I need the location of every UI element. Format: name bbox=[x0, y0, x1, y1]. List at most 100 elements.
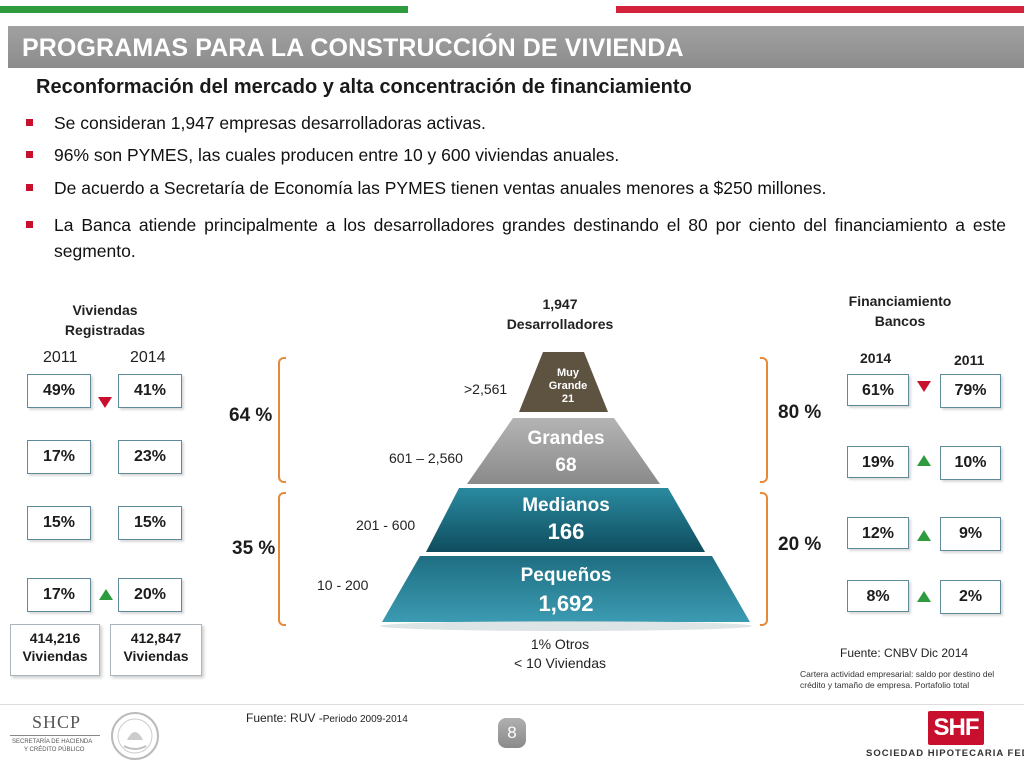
financiamiento-2011-value: 2% bbox=[940, 580, 1001, 614]
left-bottom-percentage: 35 % bbox=[232, 538, 276, 559]
financiamiento-title-line2: Bancos bbox=[874, 313, 926, 329]
viviendas-2011-value: 15% bbox=[27, 506, 91, 540]
financiamiento-2014-value: 61% bbox=[847, 374, 909, 406]
trend-down-icon bbox=[98, 397, 112, 408]
financiamiento-title-line1: Financiamiento bbox=[848, 293, 952, 309]
shf-logo: SHF bbox=[928, 711, 984, 745]
left-bottom-bracket bbox=[278, 492, 286, 626]
level-name: Grandes bbox=[527, 428, 605, 449]
financiamiento-2014-value: 19% bbox=[847, 446, 909, 478]
pyramid-shadow bbox=[380, 621, 752, 631]
mexico-seal-icon bbox=[111, 712, 159, 760]
financiamiento-source: Fuente: CNBV Dic 2014 bbox=[840, 646, 969, 660]
source-prefix: Fuente: RUV - bbox=[246, 711, 323, 725]
viviendas-year-b: 2014 bbox=[130, 349, 166, 366]
right-top-bracket bbox=[760, 357, 768, 483]
bullet-square-icon bbox=[26, 221, 33, 228]
right-bottom-bracket bbox=[760, 492, 768, 626]
footer-divider bbox=[0, 704, 1024, 705]
viviendas-2014-value: 15% bbox=[118, 506, 182, 540]
subtitle: Reconformación del mercado y alta concen… bbox=[36, 76, 692, 98]
viviendas-total-2014: 412,847 Viviendas bbox=[110, 624, 202, 676]
bullet-text: La Banca atiende principalmente a los de… bbox=[54, 215, 1006, 261]
page-title: PROGRAMAS PARA LA CONSTRUCCIÓN DE VIVIEN… bbox=[22, 34, 684, 62]
pyramid-title: 1,947 Desarrolladores bbox=[490, 294, 630, 334]
level-name: Medianos bbox=[522, 495, 610, 516]
financiamiento-2011-value: 79% bbox=[940, 374, 1001, 408]
viviendas-title-line2: Registradas bbox=[64, 322, 146, 338]
trend-up-icon bbox=[917, 530, 931, 541]
range-muy-grande: >2,561 bbox=[464, 381, 508, 397]
pyramid-level-grandes bbox=[467, 418, 660, 484]
pyramid-label-pequenos: Pequeños 1,692 bbox=[501, 562, 631, 618]
pyramid-label-muy-grande: Muy Grande 21 bbox=[543, 367, 593, 406]
trend-up-icon bbox=[99, 589, 113, 600]
pyramid-label-grandes: Grandes 68 bbox=[516, 425, 616, 479]
bullet-text: 96% son PYMES, las cuales producen entre… bbox=[54, 145, 620, 165]
source-period: Periodo 2009-2014 bbox=[322, 714, 408, 725]
viviendas-2011-value: 17% bbox=[27, 578, 91, 612]
viviendas-year-a: 2011 bbox=[43, 349, 78, 366]
trend-down-icon bbox=[917, 381, 931, 392]
right-bottom-percentage: 20 % bbox=[778, 534, 822, 555]
shcp-logo: SHCP SECRETARÍA DE HACIENDA Y CRÉDITO PÚ… bbox=[10, 712, 100, 754]
range-medianos: 201 - 600 bbox=[356, 517, 416, 533]
financiamiento-2014-value: 12% bbox=[847, 517, 909, 549]
financiamiento-2011-value: 10% bbox=[940, 446, 1001, 480]
financiamiento-year-a: 2014 bbox=[860, 350, 892, 366]
level-count: 68 bbox=[555, 455, 577, 476]
bullet-square-icon bbox=[26, 119, 33, 126]
pyramid-footer-line1: 1% Otros bbox=[530, 636, 590, 652]
level-count: 166 bbox=[547, 519, 585, 544]
viviendas-total-2011: 414,216 Viviendas bbox=[10, 624, 100, 676]
financiamiento-2014-value: 8% bbox=[847, 580, 909, 612]
total-label: Viviendas bbox=[123, 648, 189, 664]
bullet-item: 96% son PYMES, las cuales producen entre… bbox=[26, 142, 1006, 168]
page-number-badge: 8 bbox=[498, 718, 526, 748]
shcp-rule bbox=[10, 735, 100, 736]
total-number: 414,216 bbox=[29, 630, 81, 646]
pyramid-title-line2: Desarrolladores bbox=[506, 316, 614, 332]
viviendas-2011-value: 17% bbox=[27, 440, 91, 474]
level-name: Muy bbox=[557, 367, 579, 379]
title-bar: PROGRAMAS PARA LA CONSTRUCCIÓN DE VIVIEN… bbox=[8, 26, 1024, 68]
top-stripe-red bbox=[616, 6, 1024, 13]
pyramid-title-line1: 1,947 bbox=[542, 296, 578, 312]
top-stripe-green bbox=[0, 6, 408, 13]
viviendas-2011-value: 49% bbox=[27, 374, 91, 408]
pyramid-footer: 1% Otros < 10 Viviendas bbox=[500, 635, 620, 673]
viviendas-title: Viviendas Registradas bbox=[50, 300, 160, 340]
viviendas-source: Fuente: RUV -Periodo 2009-2014 bbox=[246, 711, 408, 725]
bullet-text: Se consideran 1,947 empresas desarrollad… bbox=[54, 113, 486, 133]
viviendas-2014-value: 41% bbox=[118, 374, 182, 408]
bullet-square-icon bbox=[26, 184, 33, 191]
trend-up-icon bbox=[917, 591, 931, 602]
viviendas-title-line1: Viviendas bbox=[72, 302, 138, 318]
financiamiento-year-b: 2011 bbox=[954, 352, 985, 368]
shcp-line2: Y CRÉDITO PÚBLICO bbox=[24, 747, 85, 753]
level-count: 1,692 bbox=[538, 591, 594, 616]
right-top-percentage: 80 % bbox=[778, 402, 822, 423]
shf-name: SOCIEDAD HIPOTECARIA FEDERAL bbox=[866, 748, 1024, 759]
bullet-item: De acuerdo a Secretaría de Economía las … bbox=[26, 175, 1006, 201]
bullet-square-icon bbox=[26, 151, 33, 158]
total-number: 412,847 bbox=[130, 630, 182, 646]
viviendas-2014-value: 23% bbox=[118, 440, 182, 474]
bullet-item: La Banca atiende principalmente a los de… bbox=[26, 212, 1006, 264]
viviendas-2014-value: 20% bbox=[118, 578, 182, 612]
left-top-percentage: 64 % bbox=[229, 405, 273, 426]
level-name: Pequeños bbox=[520, 565, 612, 586]
trend-up-icon bbox=[917, 455, 931, 466]
pyramid-level-pequenos bbox=[382, 556, 750, 622]
pyramid-level-muy-grande bbox=[519, 352, 608, 412]
financiamiento-title: Financiamiento Bancos bbox=[830, 291, 970, 331]
shcp-abbr: SHCP bbox=[32, 712, 82, 732]
bullet-item: Se consideran 1,947 empresas desarrollad… bbox=[26, 110, 1006, 136]
financiamiento-2011-value: 9% bbox=[940, 517, 1001, 551]
left-top-bracket bbox=[278, 357, 286, 483]
level-name: Grande bbox=[548, 380, 588, 392]
pyramid-label-medianos: Medianos 166 bbox=[506, 493, 626, 545]
pyramid-footer-line2: < 10 Viviendas bbox=[514, 655, 606, 671]
total-label: Viviendas bbox=[22, 648, 88, 664]
range-pequenos: 10 - 200 bbox=[317, 577, 369, 593]
